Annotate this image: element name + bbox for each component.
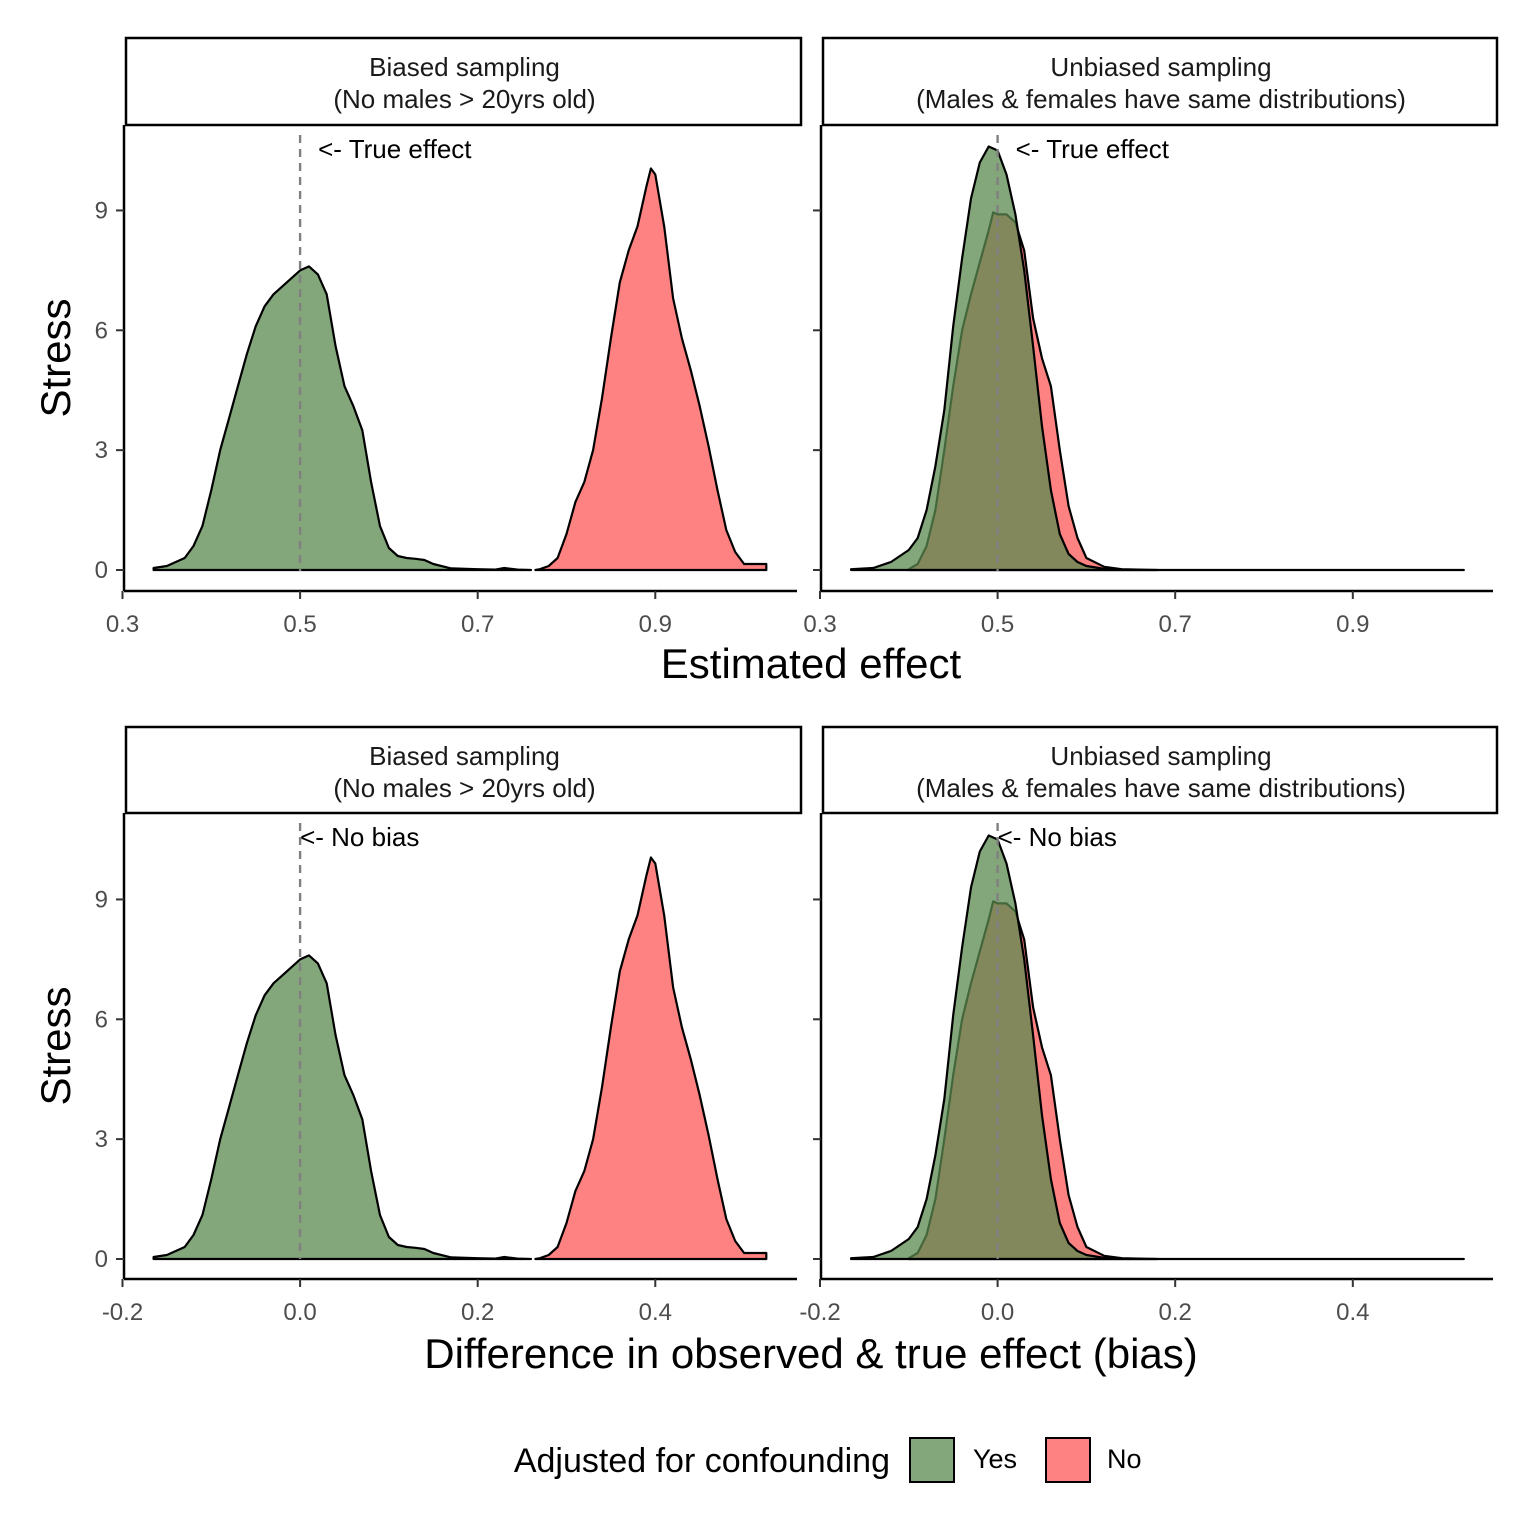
- x-tick-label: 0.7: [1159, 611, 1192, 638]
- reference-annotation: <- True effect: [1016, 134, 1170, 164]
- x-tick-label: 0.0: [283, 1299, 316, 1326]
- y-tick-label: 3: [95, 437, 108, 464]
- facet-strip-title: Unbiased sampling: [1050, 52, 1271, 82]
- facet-strip: [821, 725, 1499, 815]
- x-axis-title: Difference in observed & true effect (bi…: [424, 1330, 1198, 1377]
- facet-strip-subtitle: (No males > 20yrs old): [333, 773, 595, 803]
- legend-label-yes: Yes: [973, 1444, 1017, 1474]
- density-yes: [850, 834, 1465, 1261]
- facet-strip-subtitle: (No males > 20yrs old): [333, 84, 595, 114]
- x-tick-label: 0.3: [106, 611, 139, 638]
- facet-strip-subtitle: (Males & females have same distributions…: [916, 773, 1406, 803]
- y-tick-label: 0: [95, 557, 108, 584]
- x-tick-label: 0.0: [981, 1299, 1014, 1326]
- panel-2-2: Unbiased sampling(Males & females have s…: [799, 725, 1499, 1326]
- legend-key-no: [1045, 1437, 1091, 1483]
- x-tick-label: 0.9: [1336, 611, 1369, 638]
- y-axis-title: Stress: [32, 298, 79, 417]
- y-tick-label: 0: [95, 1246, 108, 1273]
- facet-strip-title: Biased sampling: [369, 741, 560, 771]
- x-tick-label: 0.4: [1336, 1299, 1369, 1326]
- plot-area: Biased sampling(No males > 20yrs old)<- …: [32, 36, 1499, 1377]
- reference-annotation: <- True effect: [318, 134, 472, 164]
- panel-2-1: Biased sampling(No males > 20yrs old) <- …: [95, 725, 803, 1326]
- reference-annotation: <- No bias: [300, 822, 419, 852]
- x-tick-label: 0.2: [461, 1299, 494, 1326]
- x-tick-label: 0.2: [1159, 1299, 1192, 1326]
- density-no: [534, 856, 768, 1261]
- facet-strip-title: Unbiased sampling: [1050, 741, 1271, 771]
- y-tick-label: 9: [95, 197, 108, 224]
- reference-annotation: <- No bias: [998, 822, 1117, 852]
- density-yes: [850, 145, 1465, 572]
- x-tick-label: 0.9: [639, 611, 672, 638]
- density-yes: [152, 954, 533, 1261]
- y-axis-title: Stress: [32, 986, 79, 1105]
- facet-strip: [124, 725, 803, 815]
- x-tick-label: 0.5: [981, 611, 1014, 638]
- legend-key-yes: [909, 1437, 955, 1483]
- x-tick-label: 0.7: [461, 611, 494, 638]
- facet-strip: [124, 36, 803, 127]
- legend: Adjusted for confounding Yes No: [514, 1437, 1142, 1483]
- x-tick-label: -0.2: [799, 1299, 840, 1326]
- y-tick-label: 6: [95, 1006, 108, 1033]
- y-tick-label: 3: [95, 1126, 108, 1153]
- x-tick-label: 0.3: [803, 611, 836, 638]
- x-axis-title: Estimated effect: [661, 640, 962, 687]
- x-tick-label: 0.5: [283, 611, 316, 638]
- y-tick-label: 9: [95, 886, 108, 913]
- density-no: [534, 167, 768, 572]
- density-yes: [152, 265, 533, 572]
- facet-strip: [821, 36, 1499, 127]
- legend-label-no: No: [1107, 1444, 1142, 1474]
- panel-1-2: Unbiased sampling(Males & females have s…: [803, 36, 1499, 638]
- legend-title: Adjusted for confounding: [514, 1442, 890, 1480]
- facet-strip-title: Biased sampling: [369, 52, 560, 82]
- x-tick-label: -0.2: [102, 1299, 143, 1326]
- x-tick-label: 0.4: [639, 1299, 672, 1326]
- panel-1-1: Biased sampling(No males > 20yrs old) <- …: [95, 36, 803, 638]
- facet-strip-subtitle: (Males & females have same distributions…: [916, 84, 1406, 114]
- y-tick-label: 6: [95, 317, 108, 344]
